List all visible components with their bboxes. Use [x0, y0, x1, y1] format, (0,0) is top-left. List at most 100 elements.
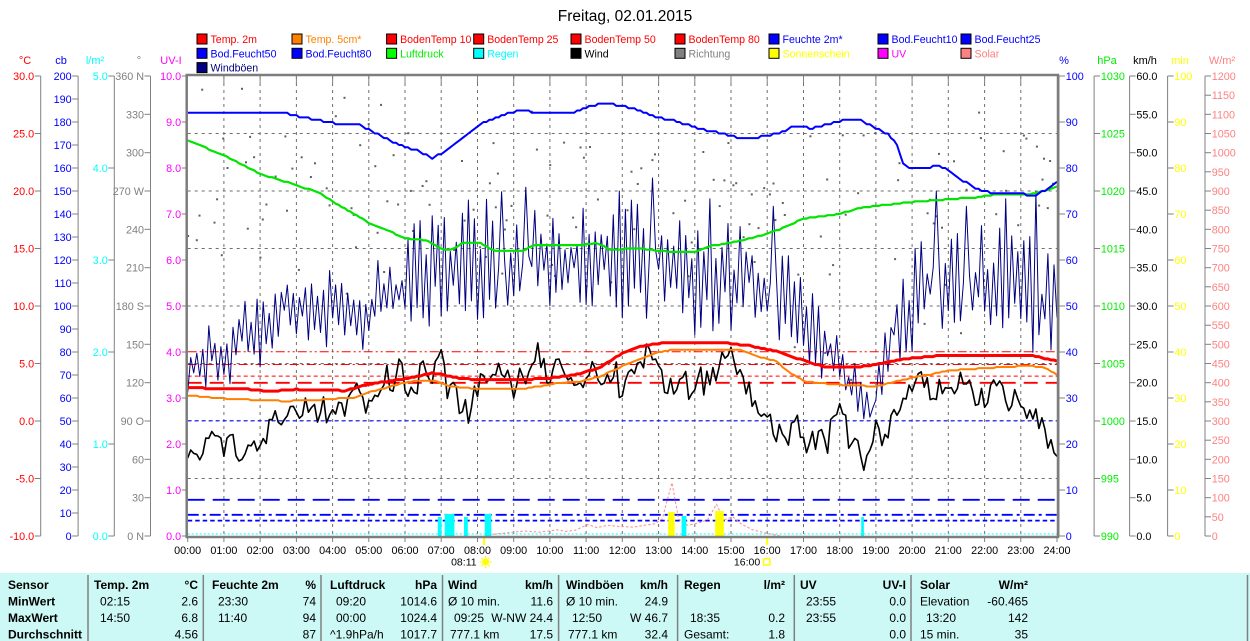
svg-text:Wind: Wind	[585, 48, 609, 60]
svg-text:80: 80	[60, 347, 72, 359]
svg-text:0.0: 0.0	[93, 531, 108, 543]
svg-text:170: 170	[54, 140, 72, 152]
svg-text:W 46.7: W 46.7	[630, 611, 668, 625]
svg-text:20: 20	[1066, 439, 1078, 451]
svg-text:100: 100	[1212, 493, 1230, 505]
svg-text:300: 300	[126, 148, 144, 160]
svg-text:00:00: 00:00	[174, 545, 201, 557]
svg-text:02:15: 02:15	[100, 595, 130, 609]
svg-text:50.0: 50.0	[1136, 148, 1157, 160]
svg-text:13:20: 13:20	[926, 611, 956, 625]
svg-text:-60.465: -60.465	[987, 595, 1028, 609]
svg-text:MinWert: MinWert	[8, 595, 55, 609]
svg-text:70: 70	[1066, 209, 1078, 221]
svg-text:21:00: 21:00	[935, 545, 962, 557]
svg-text:20: 20	[60, 485, 72, 497]
svg-text:-10.0: -10.0	[10, 531, 35, 543]
svg-text:35.0: 35.0	[1136, 263, 1157, 275]
svg-text:W/m²: W/m²	[1209, 55, 1236, 67]
svg-text:10: 10	[1066, 485, 1078, 497]
svg-text:90 O: 90 O	[121, 416, 144, 428]
svg-text:00:00: 00:00	[336, 611, 366, 625]
svg-text:240: 240	[126, 224, 144, 236]
svg-text:Windböen: Windböen	[211, 63, 259, 75]
svg-text:10.0: 10.0	[1136, 454, 1157, 466]
svg-text:09:20: 09:20	[336, 595, 366, 609]
svg-text:25.0: 25.0	[1136, 339, 1157, 351]
svg-text:120: 120	[126, 378, 144, 390]
svg-text:02:00: 02:00	[247, 545, 274, 557]
svg-text:140: 140	[54, 209, 72, 221]
svg-text:150: 150	[126, 339, 144, 351]
svg-text:1000: 1000	[1212, 148, 1236, 160]
svg-text:09:00: 09:00	[500, 545, 527, 557]
svg-text:UV: UV	[800, 578, 817, 592]
svg-text:Richtung: Richtung	[689, 48, 731, 60]
svg-text:30: 30	[1174, 393, 1186, 405]
svg-text:250: 250	[1212, 435, 1230, 447]
svg-text:Feuchte 2m: Feuchte 2m	[212, 578, 279, 592]
svg-text:Elevation: Elevation	[920, 595, 969, 609]
svg-text:87: 87	[303, 628, 317, 641]
svg-text:km/h: km/h	[640, 578, 668, 592]
svg-text:4.56: 4.56	[175, 628, 199, 641]
svg-text:0: 0	[1212, 531, 1218, 543]
svg-text:18:00: 18:00	[826, 545, 853, 557]
svg-text:Solar: Solar	[975, 48, 1000, 60]
svg-text:14:50: 14:50	[100, 611, 130, 625]
svg-text:400: 400	[1212, 378, 1230, 390]
svg-text:1050: 1050	[1212, 129, 1236, 141]
svg-text:23:55: 23:55	[806, 611, 836, 625]
svg-text:23:30: 23:30	[218, 595, 248, 609]
svg-text:l/m²: l/m²	[86, 55, 105, 67]
svg-text:900: 900	[1212, 186, 1230, 198]
svg-text:1.8: 1.8	[768, 628, 785, 641]
svg-text:6.8: 6.8	[181, 611, 198, 625]
svg-text:1030: 1030	[1101, 71, 1125, 83]
svg-text:995: 995	[1101, 474, 1119, 486]
svg-text:5.0: 5.0	[1136, 493, 1151, 505]
svg-text:hPa: hPa	[415, 578, 437, 592]
svg-text:90: 90	[1066, 117, 1078, 129]
svg-text:08:11: 08:11	[451, 557, 477, 569]
svg-text:10: 10	[60, 508, 72, 520]
svg-text:90: 90	[60, 324, 72, 336]
svg-text:0.0: 0.0	[19, 416, 34, 428]
svg-text:°C: °C	[185, 578, 199, 592]
svg-text:0: 0	[1174, 531, 1180, 543]
svg-text:850: 850	[1212, 205, 1230, 217]
svg-text:Windböen: Windböen	[566, 578, 624, 592]
svg-text:200: 200	[1212, 454, 1230, 466]
svg-text:0.0: 0.0	[889, 628, 906, 641]
svg-text:17:00: 17:00	[790, 545, 817, 557]
svg-text:1100: 1100	[1212, 109, 1235, 121]
svg-text:l/m²: l/m²	[764, 578, 785, 592]
svg-text:8.0: 8.0	[166, 163, 181, 175]
svg-text:10:00: 10:00	[536, 545, 563, 557]
svg-text:142: 142	[1008, 611, 1028, 625]
svg-text:2.0: 2.0	[93, 347, 108, 359]
svg-text:°: °	[137, 55, 141, 67]
svg-text:Durchschnitt: Durchschnitt	[8, 628, 82, 641]
svg-text:700: 700	[1212, 263, 1230, 275]
svg-text:UV-I: UV-I	[160, 55, 181, 67]
svg-text:94: 94	[303, 611, 317, 625]
svg-text:Freitag, 02.01.2015: Freitag, 02.01.2015	[558, 8, 692, 25]
svg-text:100: 100	[1174, 71, 1192, 83]
svg-text:Temp. 5cm*: Temp. 5cm*	[306, 34, 362, 46]
svg-text:120: 120	[54, 255, 72, 267]
svg-text:BodenTemp 10: BodenTemp 10	[400, 34, 471, 46]
svg-text:15.0: 15.0	[1136, 416, 1157, 428]
svg-text:80: 80	[1066, 163, 1078, 175]
svg-text:11.6: 11.6	[531, 595, 554, 609]
svg-text:04:00: 04:00	[319, 545, 346, 557]
svg-text:15 min.: 15 min.	[920, 628, 959, 641]
svg-text:600: 600	[1212, 301, 1230, 313]
svg-text:-5.0: -5.0	[16, 474, 35, 486]
svg-text:11:00: 11:00	[573, 545, 599, 557]
svg-text:60: 60	[60, 393, 72, 405]
svg-text:3.0: 3.0	[93, 255, 108, 267]
svg-text:160: 160	[54, 163, 72, 175]
svg-text:°C: °C	[19, 55, 31, 67]
svg-text:1017.7: 1017.7	[400, 628, 437, 641]
